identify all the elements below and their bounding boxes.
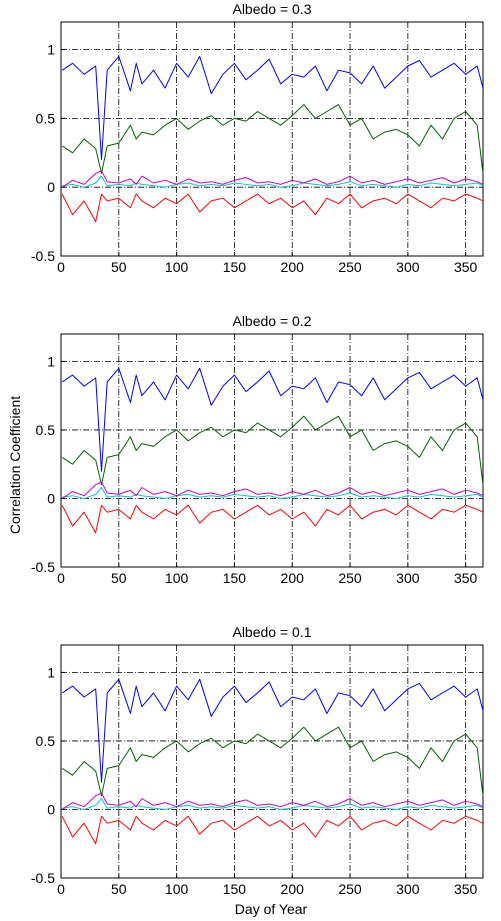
x-tick-label: 350	[454, 881, 478, 897]
series-line	[61, 481, 484, 499]
y-tick-label: 0	[47, 801, 55, 817]
x-tick-label: 300	[396, 570, 420, 586]
x-tick-label: 0	[57, 881, 65, 897]
y-tick-label: 1	[47, 353, 55, 369]
plot-area	[60, 21, 484, 257]
series-line	[61, 415, 484, 486]
x-tick-label: 0	[57, 570, 65, 586]
series-line	[61, 504, 484, 534]
series-line	[62, 487, 484, 499]
y-tick-label: -0.5	[31, 559, 55, 575]
x-tick-label: 350	[454, 259, 478, 275]
y-tick-label: 0.5	[36, 110, 56, 126]
series-line	[61, 815, 484, 845]
y-tick-label: 0.5	[36, 422, 56, 438]
x-tick-label: 150	[223, 259, 247, 275]
x-tick-label: 50	[111, 259, 127, 275]
x-tick-label: 0	[57, 259, 65, 275]
x-tick-label: 100	[165, 881, 189, 897]
y-tick-label: 0	[47, 179, 55, 195]
series-line	[62, 175, 484, 188]
x-tick-label: 250	[338, 259, 362, 275]
series-line	[62, 798, 484, 810]
y-tick-label: -0.5	[31, 248, 55, 264]
x-tick-label: 300	[396, 259, 420, 275]
y-tick-label: -0.5	[31, 870, 55, 886]
x-tick-label: 200	[281, 881, 305, 897]
series-line	[61, 55, 484, 161]
x-tick-label: 200	[281, 570, 305, 586]
y-axis-label: Correlation Coefficient	[7, 396, 23, 534]
plot-area	[60, 333, 484, 568]
series-line	[61, 170, 484, 188]
series-line	[61, 193, 484, 223]
x-tick-label: 100	[165, 570, 189, 586]
series-line	[61, 678, 484, 783]
y-tick-label: 0	[47, 490, 55, 506]
series-line	[61, 367, 484, 472]
x-tick-label: 50	[111, 570, 127, 586]
x-tick-label: 300	[396, 881, 420, 897]
series-line	[61, 104, 484, 174]
x-tick-label: 250	[338, 570, 362, 586]
series-line	[61, 726, 484, 797]
x-tick-label: 50	[111, 881, 127, 897]
x-tick-label: 200	[281, 259, 305, 275]
x-tick-label: 100	[165, 259, 189, 275]
x-tick-label: 150	[223, 881, 247, 897]
series-line	[61, 792, 484, 810]
y-tick-label: 1	[47, 42, 55, 58]
x-tick-label: 150	[223, 570, 247, 586]
y-tick-label: 0.5	[36, 733, 56, 749]
chart-title: Albedo = 0.1	[232, 624, 311, 640]
y-tick-label: 1	[47, 664, 55, 680]
chart-title: Albedo = 0.3	[232, 1, 311, 17]
chart-title: Albedo = 0.2	[232, 313, 311, 329]
x-tick-label: 250	[338, 881, 362, 897]
x-tick-label: 350	[454, 570, 478, 586]
x-axis-label: Day of Year	[235, 901, 308, 917]
plot-area	[60, 644, 484, 879]
